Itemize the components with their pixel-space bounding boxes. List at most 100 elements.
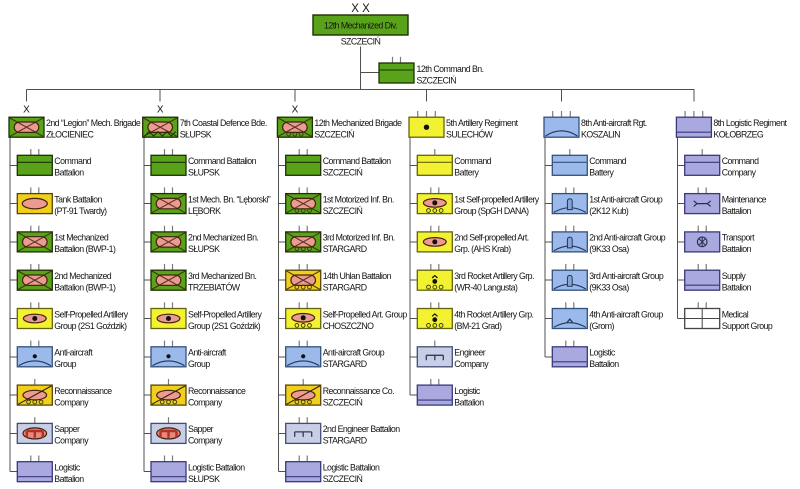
svg-text:Company: Company [454,359,489,369]
svg-text:Group: Group [54,359,76,369]
svg-text:Battalion: Battalion [54,474,84,484]
svg-text:Logistic: Logistic [54,463,81,473]
svg-text:Reconnaissance Co.: Reconnaissance Co. [323,386,394,396]
svg-text:4th Rocket Artillery Grp.: 4th Rocket Artillery Grp. [454,309,533,319]
svg-text:14th Uhlan Battalion: 14th Uhlan Battalion [323,271,392,281]
svg-text:Self-Propelled Artillery: Self-Propelled Artillery [188,309,262,319]
svg-text:SŁUPSK: SŁUPSK [180,130,212,140]
svg-text:SŁUPSK: SŁUPSK [188,474,220,484]
svg-text:TRZEBIATÓW: TRZEBIATÓW [188,283,241,293]
svg-text:Logistic Battalion: Logistic Battalion [323,463,380,473]
svg-text:Battalion: Battalion [722,283,752,293]
svg-text:1st Anti-aircraft Group: 1st Anti-aircraft Group [589,194,663,204]
svg-text:SZCZECIŃ: SZCZECIŃ [323,474,363,484]
svg-text:Anti-aircraft: Anti-aircraft [188,348,227,358]
svg-text:Command: Command [722,156,759,166]
svg-text:Company: Company [188,436,223,446]
svg-text:STARGARD: STARGARD [323,283,367,293]
svg-text:Anti-aircraft: Anti-aircraft [54,348,93,358]
svg-text:(9K33 Osa): (9K33 Osa) [589,244,629,254]
svg-text:STARGARD: STARGARD [323,359,367,369]
svg-text:KOŁOBRZEG: KOŁOBRZEG [713,130,764,140]
svg-text:Self-Propelled Art. Group: Self-Propelled Art. Group [323,309,408,319]
svg-text:5th Artillery Regiment: 5th Artillery Regiment [446,118,519,128]
svg-text:Battery: Battery [589,168,614,178]
svg-text:Logistic: Logistic [454,386,481,396]
svg-text:Company: Company [188,397,223,407]
svg-text:Maintenance: Maintenance [722,194,767,204]
svg-text:Battalion: Battalion [722,206,752,216]
svg-text:Group (SpGH DANA): Group (SpGH DANA) [454,206,529,216]
svg-text:SZCZECIŃ: SZCZECIŃ [417,75,457,85]
svg-text:Sapper: Sapper [188,424,214,434]
svg-text:(2K12 Kub): (2K12 Kub) [589,206,629,216]
svg-text:SŁUPSK: SŁUPSK [188,168,220,178]
svg-text:X: X [157,105,164,116]
svg-text:Anti-aircraft Group: Anti-aircraft Group [323,348,385,358]
svg-text:Sapper: Sapper [54,424,80,434]
svg-text:Battalion: Battalion [54,168,84,178]
svg-text:12th Mechanized Div.: 12th Mechanized Div. [324,20,397,30]
svg-text:2nd Self-propelled Art.: 2nd Self-propelled Art. [454,233,529,243]
svg-text:Battery: Battery [454,168,479,178]
svg-text:Group (2S1 Goździk): Group (2S1 Goździk) [188,321,261,331]
svg-text:X: X [23,105,30,116]
svg-text:STARGARD: STARGARD [323,244,367,254]
svg-text:KOSZALIN: KOSZALIN [581,130,620,140]
svg-text:(PT-91 Twardy): (PT-91 Twardy) [54,206,107,216]
svg-text:2nd Mechanized: 2nd Mechanized [54,271,112,281]
svg-text:Group (2S1 Goździk): Group (2S1 Goździk) [54,321,127,331]
svg-text:X X: X X [351,3,370,15]
svg-text:Battalion: Battalion [722,244,752,254]
svg-text:Support Group: Support Group [722,321,773,331]
svg-text:12th Mechanized Brigade: 12th Mechanized Brigade [314,118,402,128]
svg-text:(BM-21 Grad): (BM-21 Grad) [454,321,502,331]
svg-text:Supply: Supply [722,271,747,281]
svg-text:Medical: Medical [722,309,749,319]
svg-text:1st Mechanized: 1st Mechanized [54,233,109,243]
svg-text:1st Self-propelled Artillery: 1st Self-propelled Artillery [454,194,539,204]
svg-text:12th Command Bn.: 12th Command Bn. [417,64,484,74]
svg-text:Reconnaissance: Reconnaissance [188,386,246,396]
svg-text:2nd “Legion” Mech. Brigade: 2nd “Legion” Mech. Brigade [46,118,141,128]
svg-text:Command Battalion: Command Battalion [188,156,257,166]
svg-text:Group: Group [188,359,210,369]
svg-text:ZŁOCIENIEC: ZŁOCIENIEC [46,130,94,140]
svg-text:Command: Command [454,156,491,166]
svg-text:8th Anti-aircraft Rgt.: 8th Anti-aircraft Rgt. [581,118,647,128]
svg-text:Logistic Battalion: Logistic Battalion [188,463,245,473]
svg-text:Self-Propelled Artillery: Self-Propelled Artillery [54,309,128,319]
svg-text:SZCZECIŃ: SZCZECIŃ [314,130,354,140]
svg-text:Battalion (BWP-1): Battalion (BWP-1) [54,244,116,254]
svg-text:4th Anti-aircraft Group: 4th Anti-aircraft Group [589,309,663,319]
svg-text:1st Motorized Inf. Bn.: 1st Motorized Inf. Bn. [323,194,394,204]
svg-text:Command Battalion: Command Battalion [323,156,392,166]
svg-text:Battalion (BWP-1): Battalion (BWP-1) [54,283,116,293]
svg-text:(Grom): (Grom) [589,321,614,331]
svg-text:7th Coastal Defence Bde.: 7th Coastal Defence Bde. [180,118,267,128]
svg-text:Battalion: Battalion [589,359,619,369]
svg-text:Battalion: Battalion [454,397,484,407]
svg-text:Company: Company [54,436,89,446]
svg-text:2nd Mechanized Bn.: 2nd Mechanized Bn. [188,233,258,243]
svg-text:1st Mech. Bn. “Lęborski”: 1st Mech. Bn. “Lęborski” [188,194,271,204]
svg-text:Company: Company [722,168,757,178]
svg-text:SZCZECIŃ: SZCZECIŃ [323,168,363,178]
svg-text:Logistic: Logistic [589,348,616,358]
svg-text:3rd Rocket Artillery Grp.: 3rd Rocket Artillery Grp. [454,271,534,281]
svg-text:(9K33 Osa): (9K33 Osa) [589,283,629,293]
svg-text:Engineer: Engineer [454,348,485,358]
svg-text:SZCZECIŃ: SZCZECIŃ [341,37,381,47]
svg-text:Company: Company [54,397,89,407]
svg-text:Tank Battalion: Tank Battalion [54,194,102,204]
svg-text:Grp. (AHS Krab): Grp. (AHS Krab) [454,244,511,254]
svg-text:Reconnaissance: Reconnaissance [54,386,112,396]
svg-text:LĘBORK: LĘBORK [188,206,221,216]
svg-text:2nd Engineer Battalion: 2nd Engineer Battalion [323,424,401,434]
svg-text:Command: Command [589,156,626,166]
svg-text:3rd Anti-aircraft Group: 3rd Anti-aircraft Group [589,271,664,281]
svg-text:SZCZECIŃ: SZCZECIŃ [323,397,363,407]
svg-text:SULECHÓW: SULECHÓW [446,130,494,140]
svg-text:X: X [292,105,299,116]
svg-text:SŁUPSK: SŁUPSK [188,244,220,254]
